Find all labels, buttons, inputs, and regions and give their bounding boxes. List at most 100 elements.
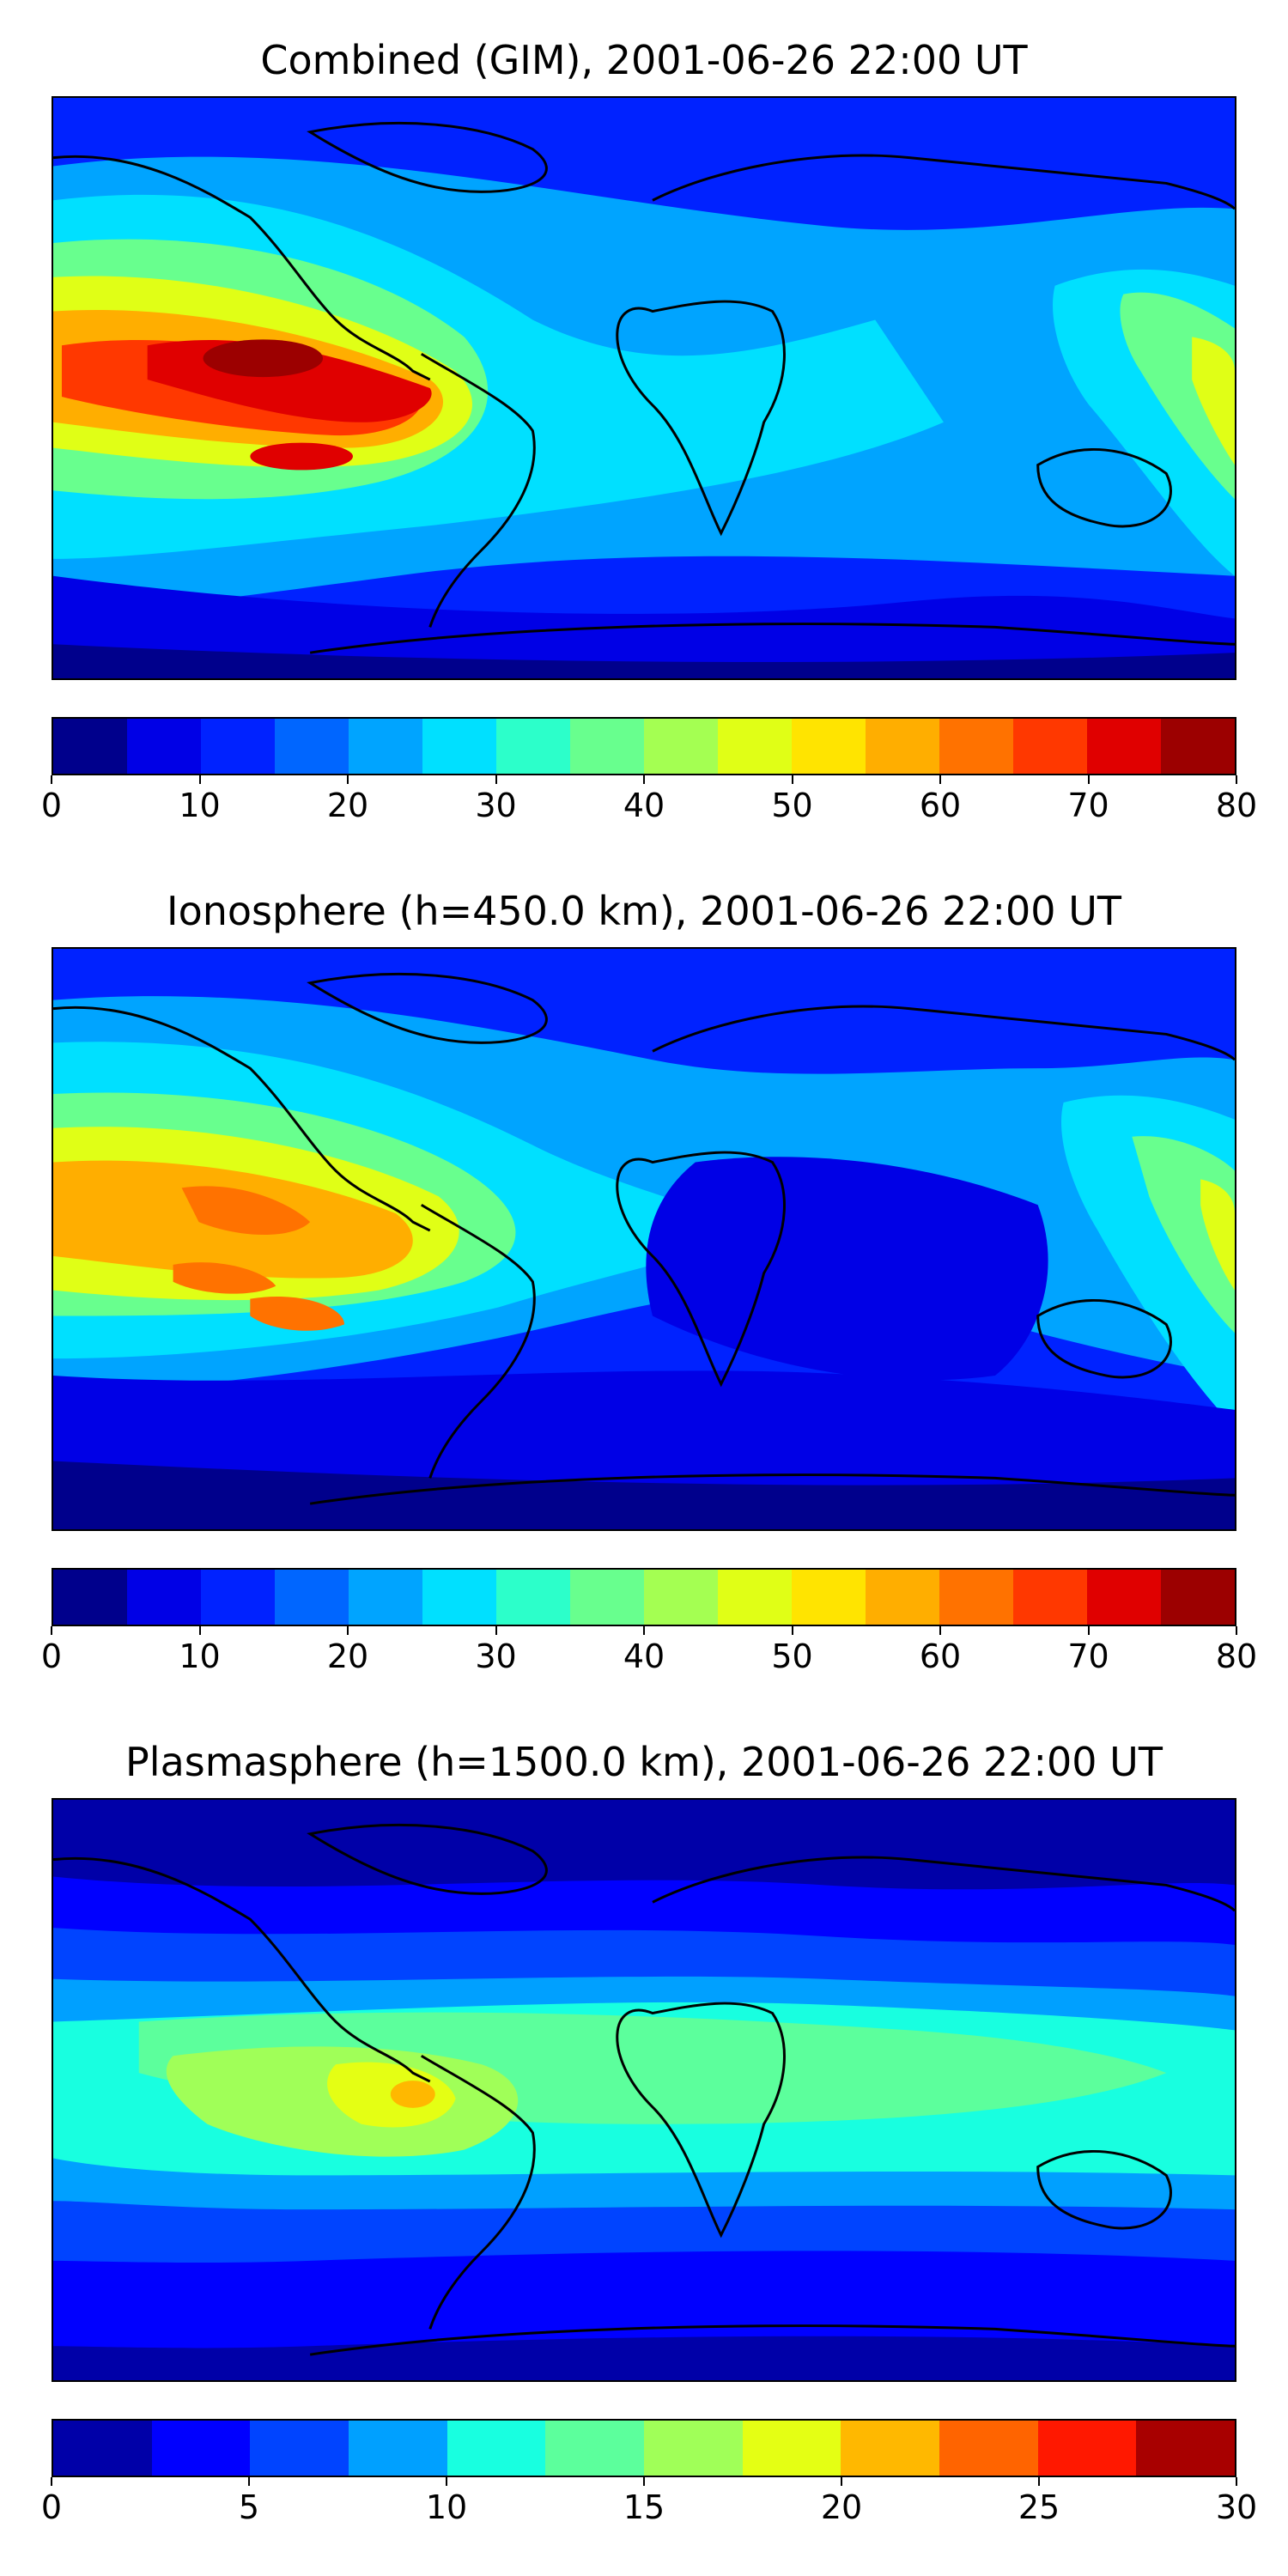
colorbar-segment — [1161, 1570, 1235, 1625]
colorbar-tick-mark — [1236, 2477, 1237, 2486]
colorbar-tick-label: 40 — [623, 787, 665, 824]
colorbar-segment — [275, 719, 349, 774]
colorbar-segment — [939, 2421, 1038, 2476]
colorbar-segment — [447, 2421, 546, 2476]
colorbar-tick-label: 15 — [623, 2488, 665, 2526]
colorbar-segment — [841, 2421, 940, 2476]
colorbar-tick-label: 20 — [326, 1637, 369, 1675]
colorbar-segment — [201, 1570, 275, 1625]
colorbar-segment — [866, 719, 939, 774]
colorbar-segment — [127, 1570, 201, 1625]
colorbar-segment — [1161, 719, 1235, 774]
colorbar-tick-label: 10 — [425, 2488, 468, 2526]
colorbar-tick-mark — [347, 775, 349, 784]
colorbar-tick-mark — [51, 775, 52, 784]
panel-1-map-plot — [53, 98, 1235, 678]
colorbar-segment — [1013, 1570, 1087, 1625]
panel-2-colorbar-ticks: 0 10 20 30 40 50 60 70 80 — [41, 1626, 1257, 1678]
colorbar-tick-label: 60 — [919, 787, 962, 824]
colorbar-segment — [349, 2421, 447, 2476]
colorbar-tick-label: 0 — [40, 787, 63, 824]
colorbar-tick-mark — [248, 2477, 250, 2486]
colorbar-tick-mark — [1038, 2477, 1040, 2486]
panel-2-map-plot — [53, 949, 1235, 1529]
colorbar-tick-label: 0 — [40, 2488, 63, 2526]
colorbar-tick-mark — [51, 2477, 52, 2486]
colorbar-segment — [570, 1570, 644, 1625]
colorbar-tick-mark — [1236, 1626, 1237, 1635]
panel-3-title: Plasmasphere (h=1500.0 km), 2001-06-26 2… — [125, 1739, 1163, 1785]
panel-3-colorbar-ticks: 0 5 10 15 20 25 30 — [41, 2477, 1257, 2529]
panel-3-map-plot — [53, 1800, 1235, 2380]
colorbar-segment — [545, 2421, 645, 2476]
colorbar-segment — [1087, 719, 1161, 774]
colorbar-segment — [792, 719, 866, 774]
colorbar-tick-label: 30 — [475, 1637, 517, 1675]
colorbar-segment — [1013, 719, 1087, 774]
colorbar-segment — [151, 2421, 251, 2476]
colorbar-segment — [1136, 2421, 1236, 2476]
colorbar-tick-label: 60 — [919, 1637, 962, 1675]
colorbar-tick-mark — [841, 2477, 842, 2486]
colorbar-tick-label: 20 — [820, 2488, 863, 2526]
colorbar-tick-label: 50 — [771, 1637, 813, 1675]
panel-1-map — [52, 96, 1236, 680]
colorbar-segment — [275, 1570, 349, 1625]
colorbar-segment — [792, 1570, 866, 1625]
colorbar-tick-label: 30 — [1215, 2488, 1258, 2526]
colorbar-segment — [939, 719, 1013, 774]
colorbar-segment — [644, 2421, 743, 2476]
colorbar-segment — [250, 2421, 349, 2476]
colorbar-segment — [742, 2421, 841, 2476]
colorbar-tick-label: 70 — [1067, 1637, 1109, 1675]
colorbar-tick-mark — [643, 2477, 645, 2486]
colorbar-segment — [1037, 2421, 1137, 2476]
colorbar-tick-mark — [939, 775, 941, 784]
colorbar-tick-label: 30 — [475, 787, 517, 824]
colorbar-tick-mark — [446, 2477, 447, 2486]
panel-3-colorbar — [52, 2419, 1236, 2477]
colorbar-segment — [201, 719, 275, 774]
colorbar-tick-label: 80 — [1215, 1637, 1258, 1675]
colorbar-tick-label: 20 — [326, 787, 369, 824]
colorbar-tick-label: 70 — [1067, 787, 1109, 824]
colorbar-segment — [127, 719, 201, 774]
panel-1-title: Combined (GIM), 2001-06-26 22:00 UT — [260, 37, 1028, 83]
colorbar-tick-mark — [1087, 775, 1090, 784]
panel-1-colorbar — [52, 717, 1236, 775]
colorbar-segment — [496, 719, 570, 774]
colorbar-segment — [718, 1570, 792, 1625]
colorbar-segment — [53, 2421, 152, 2476]
colorbar-segment — [422, 719, 496, 774]
colorbar-segment — [349, 719, 422, 774]
colorbar-tick-mark — [1087, 1626, 1090, 1635]
colorbar-segment — [939, 1570, 1013, 1625]
colorbar-tick-mark — [347, 1626, 349, 1635]
colorbar-tick-mark — [198, 1626, 201, 1635]
colorbar-segment — [718, 719, 792, 774]
colorbar-tick-label: 50 — [771, 787, 813, 824]
colorbar-segment — [644, 719, 718, 774]
colorbar-tick-label: 25 — [1018, 2488, 1060, 2526]
colorbar-segment — [349, 1570, 422, 1625]
colorbar-tick-mark — [791, 775, 793, 784]
colorbar-segment — [422, 1570, 496, 1625]
colorbar-tick-label: 0 — [40, 1637, 63, 1675]
panel-2-map — [52, 947, 1236, 1531]
panel-3-map — [52, 1798, 1236, 2382]
colorbar-tick-mark — [51, 1626, 52, 1635]
colorbar-segment — [644, 1570, 718, 1625]
colorbar-tick-mark — [198, 775, 201, 784]
panel-2-title: Ionosphere (h=450.0 km), 2001-06-26 22:0… — [167, 888, 1121, 934]
colorbar-segment — [496, 1570, 570, 1625]
panel-2-colorbar — [52, 1568, 1236, 1626]
colorbar-tick-mark — [643, 1626, 645, 1635]
colorbar-segment — [53, 1570, 127, 1625]
colorbar-segment — [53, 719, 127, 774]
colorbar-segment — [866, 1570, 939, 1625]
colorbar-tick-label: 40 — [623, 1637, 665, 1675]
colorbar-tick-mark — [939, 1626, 941, 1635]
colorbar-tick-label: 10 — [179, 1637, 221, 1675]
colorbar-tick-label: 10 — [179, 787, 221, 824]
colorbar-tick-mark — [495, 775, 497, 784]
